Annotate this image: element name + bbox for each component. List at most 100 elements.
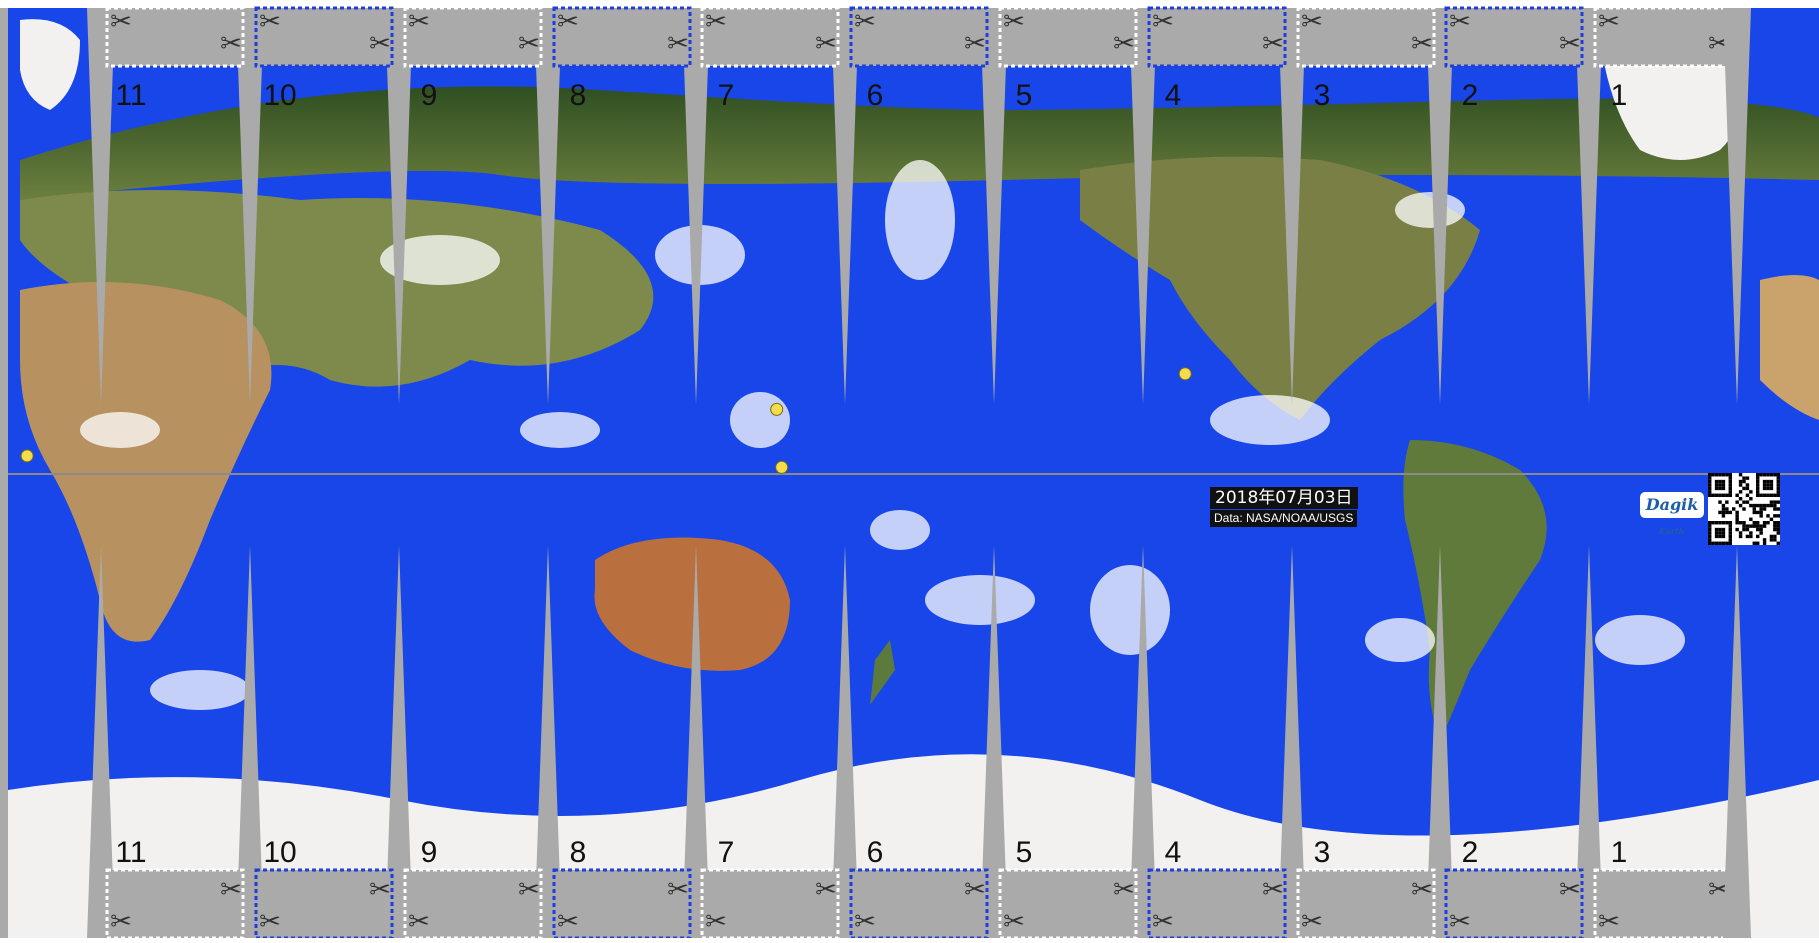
new-zealand [870,640,895,705]
scissors-icon: ✂ [110,7,132,37]
scissors-icon: ✂ [815,29,837,59]
qr-module [1773,493,1777,497]
gore-top-cut-box [552,6,692,68]
gore-wedge-south [1278,545,1306,938]
qr-module [1728,524,1732,528]
qr-module [1721,531,1726,535]
qr-module [1769,479,1774,484]
qr-module [1773,534,1777,539]
qr-module [1728,527,1732,532]
scissors-icon: ✂ [1003,907,1025,937]
qr-module [1756,541,1760,545]
gore-wedge-north [87,8,115,405]
qr-module [1745,483,1750,487]
gore-number-top: 3 [1314,79,1331,112]
qr-module [1728,538,1732,542]
qr-module [1773,507,1777,511]
qr-module [1749,517,1753,521]
qr-module [1773,473,1777,477]
qr-module [1728,476,1732,480]
gore-number-top: 1 [1611,79,1628,112]
gore-wedge-north [682,8,710,405]
gore-cuts: ✂✂✂✂11✂✂✂✂22✂✂✂✂33✂✂✂✂44✂✂✂✂55✂✂✂✂66✂✂✂✂… [87,6,1751,940]
qr-module [1708,479,1712,484]
qr-module [1728,490,1732,494]
scissors-icon: ✂ [369,29,391,59]
qr-module [1718,534,1722,539]
qr-module [1714,483,1719,487]
qr-module [1756,524,1760,528]
qr-module [1742,500,1746,504]
gore-number-top: 5 [1016,79,1033,112]
scissors-icon: ✂ [815,875,837,905]
qr-module [1769,534,1774,539]
north-america [1080,156,1480,420]
qr-module [1708,521,1712,525]
qr-module [1721,534,1726,539]
qr-module [1769,500,1774,504]
qr-module [1728,483,1732,487]
qr-module [1766,493,1770,497]
qr-module [1728,486,1732,491]
qr-module [1714,527,1719,532]
australia [594,537,790,671]
qr-module [1725,507,1729,511]
gore-number-top: 9 [421,79,438,112]
gore-number-bottom: 2 [1462,836,1479,869]
qr-module [1721,503,1726,508]
gore-number-top: 11 [115,79,146,112]
qr-module [1776,490,1780,494]
logo-subtext: Earth [1659,526,1685,536]
qr-module [1708,541,1712,545]
gore-top-cut-box [1296,6,1436,68]
scissors-icon: ✂ [518,875,540,905]
qr-module [1769,486,1774,491]
qr-module [1745,534,1750,539]
event-marker [770,402,784,416]
scissors-icon: ✂ [557,907,579,937]
qr-module [1756,534,1760,539]
qr-module [1708,493,1712,497]
qr-module [1756,476,1760,480]
qr-module [1714,486,1719,491]
qr-module [1714,493,1719,497]
scissors-icon: ✂ [220,29,242,59]
qr-module [1749,503,1753,508]
qr-module [1756,527,1760,532]
qr-module [1766,473,1770,477]
qr-module [1756,486,1760,491]
qr-module [1735,521,1739,525]
qr-module [1742,521,1746,525]
qr-module [1718,521,1722,525]
gore-wedge-south [980,545,1008,938]
qr-module [1711,541,1715,545]
gore-wedge-north [236,8,264,405]
qr-module [1752,541,1756,545]
gore-number-bottom: 4 [1165,836,1182,869]
qr-module [1762,521,1767,525]
scissors-icon: ✂ [854,7,876,37]
scissors-icon: ✂ [1262,29,1284,59]
qr-module [1749,531,1753,535]
qr-module [1725,510,1729,515]
qr-module [1762,538,1767,542]
qr-module [1738,483,1743,487]
qr-module [1718,479,1722,484]
qr-module [1762,524,1767,528]
qr-module [1756,483,1760,487]
gore-number-bottom: 8 [570,836,587,869]
scissors-icon: ✂ [1598,907,1620,937]
qr-module [1762,483,1767,487]
scissors-icon: ✂ [1152,907,1174,937]
gore-number-bottom: 7 [718,836,735,869]
qr-module [1776,514,1780,518]
qr-module [1759,473,1763,477]
gore-wedge-north [1426,8,1454,405]
gore-bottom-cut-box [998,868,1138,940]
gore-top-cut-box [998,6,1138,68]
qr-module [1762,493,1767,497]
qr-module [1776,507,1780,511]
gore-top-cut-box [254,6,394,68]
qr-module [1718,500,1722,504]
qr-module [1756,473,1760,477]
